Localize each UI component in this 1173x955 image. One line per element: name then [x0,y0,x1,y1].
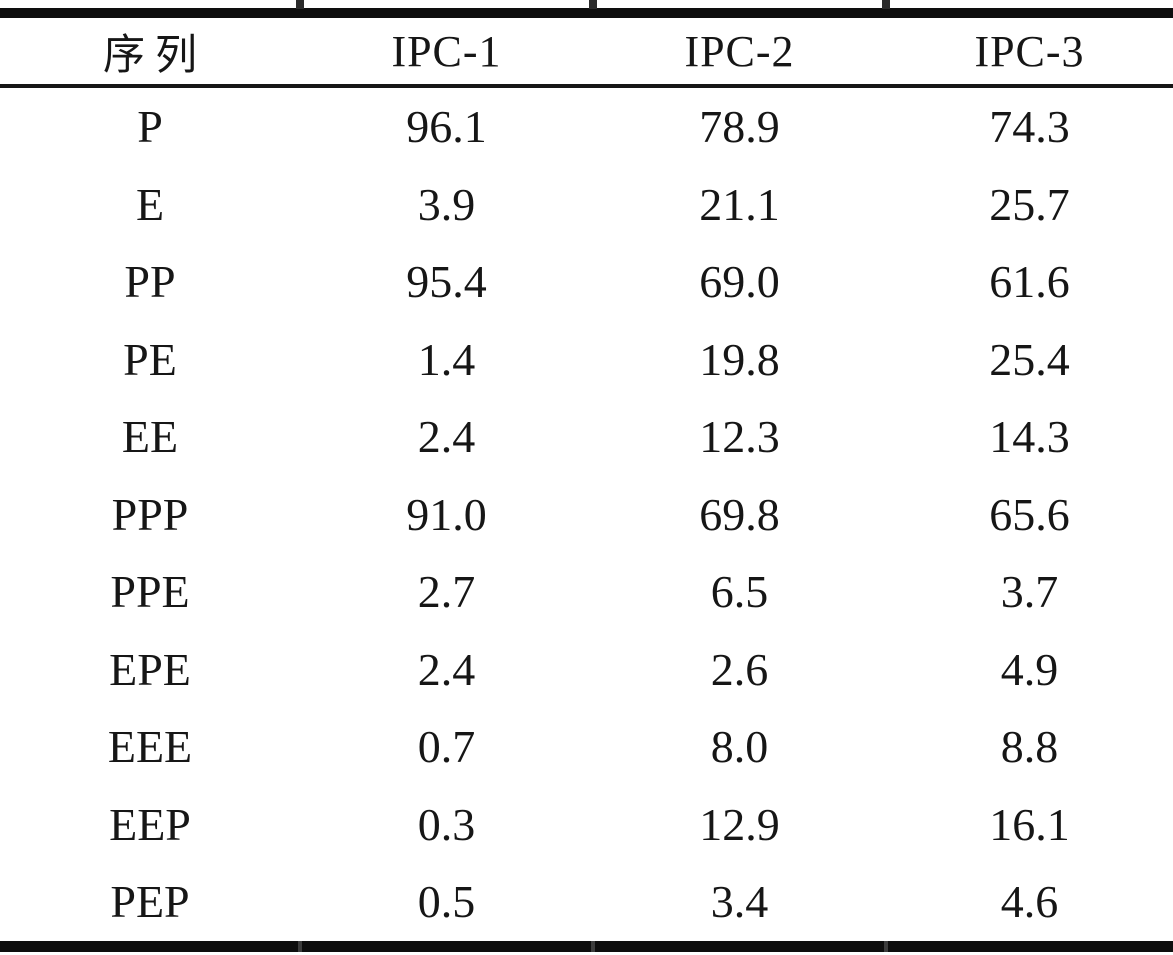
table-row: EPE 2.4 2.6 4.9 [0,631,1173,709]
data-table: 序列 IPC-1 IPC-2 IPC-3 P 96.1 78.9 74.3 E … [0,8,1173,952]
row-label: PE [123,333,177,385]
row-label: E [135,178,165,230]
table-cell: 69.0 [699,256,780,308]
table-cell: 78.9 [699,101,780,153]
table-cell: 25.7 [989,178,1070,230]
row-label: EPE [109,643,191,695]
table-cell: 96.1 [406,101,487,153]
column-boundary-tick [296,0,304,9]
column-boundary-tick [589,0,597,9]
row-label: PEP [110,876,190,928]
column-header-ipc-3: IPC-3 [886,13,1173,88]
table-cell: 69.8 [699,488,780,540]
row-label: EE [121,411,179,463]
row-label: PPP [111,488,189,540]
table-cell: 0.7 [417,721,476,773]
column-boundary-tick [884,940,888,952]
table-row: EEE 0.7 8.0 8.8 [0,708,1173,786]
table-row: PEP 0.5 3.4 4.6 [0,863,1173,946]
table-cell: 2.7 [417,566,476,618]
table-cell: 2.4 [417,643,476,695]
row-label: PP [124,256,176,308]
table-row: PPP 91.0 69.8 65.6 [0,476,1173,554]
row-label: P [137,101,163,153]
header-row: 序列 IPC-1 IPC-2 IPC-3 [0,13,1173,88]
column-header-sequence: 序列 [0,13,300,88]
table-cell: 91.0 [406,488,487,540]
table-cell: 4.6 [1000,876,1059,928]
column-boundary-tick [591,940,595,952]
row-label: PPE [110,566,190,618]
column-header-ipc-2: IPC-2 [593,13,886,88]
table-cell: 61.6 [989,256,1070,308]
table-cell: 3.9 [417,178,476,230]
table-cell: 21.1 [699,178,780,230]
table-cell: 14.3 [989,411,1070,463]
table-cell: 0.3 [417,798,476,850]
table-cell: 0.5 [417,876,476,928]
table-cell: 8.8 [1000,721,1059,773]
table-row: PP 95.4 69.0 61.6 [0,243,1173,321]
column-header-ipc-1: IPC-1 [300,13,593,88]
table-cell: 3.7 [1000,566,1059,618]
table-row: E 3.9 21.1 25.7 [0,166,1173,244]
table-cell: 1.4 [417,333,476,385]
column-boundary-tick [298,940,302,952]
table-cell: 74.3 [989,101,1070,153]
table-cell: 4.9 [1000,643,1059,695]
table-cell: 2.6 [710,643,769,695]
column-boundary-tick [882,0,890,9]
table-row: P 96.1 78.9 74.3 [0,86,1173,166]
table-cell: 6.5 [710,566,769,618]
table-cell: 25.4 [989,333,1070,385]
row-label: EEE [107,721,193,773]
row-label: EEP [109,798,191,850]
table-cell: 8.0 [710,721,769,773]
table-cell: 65.6 [989,488,1070,540]
table-cell: 19.8 [699,333,780,385]
table-cell: 16.1 [989,798,1070,850]
table-row: EE 2.4 12.3 14.3 [0,398,1173,476]
table-row: PPE 2.7 6.5 3.7 [0,553,1173,631]
table-cell: 12.3 [699,411,780,463]
table-row: PE 1.4 19.8 25.4 [0,321,1173,399]
table-cell: 12.9 [699,798,780,850]
table-cell: 2.4 [417,411,476,463]
table-cell: 3.4 [710,876,769,928]
table-row: EEP 0.3 12.9 16.1 [0,786,1173,864]
table-cell: 95.4 [406,256,487,308]
